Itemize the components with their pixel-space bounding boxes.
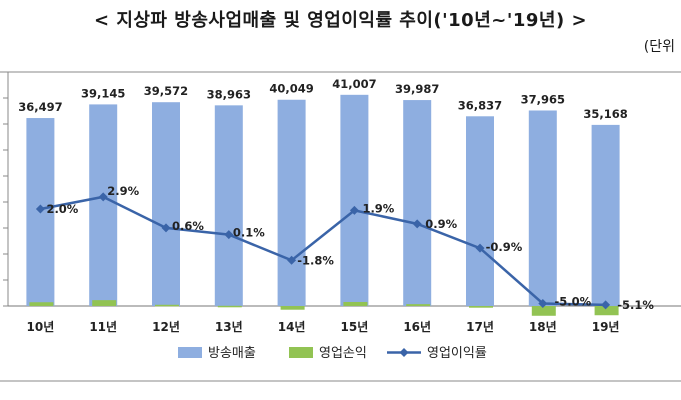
plot-frame (0, 71, 681, 382)
sales-label: 36,497 (18, 100, 62, 114)
legend-label-margin: 영업이익률 (427, 346, 487, 361)
margin-point (224, 230, 234, 240)
x-tick-label: 11년 (89, 320, 117, 334)
margin-label: 2.0% (46, 202, 78, 216)
sales-label: 38,963 (207, 87, 251, 101)
margin-label: 0.1% (233, 226, 265, 240)
sales-bar (591, 124, 620, 306)
legend-label-sales: 방송매출 (208, 346, 256, 361)
sales-label: 37,965 (521, 92, 565, 106)
sales-label: 35,168 (583, 107, 627, 121)
margin-label: -1.8% (297, 253, 334, 267)
x-tick-label: 10년 (27, 320, 55, 334)
profit-bar (29, 302, 54, 306)
x-ticks: 10년 11년 12년 13년 14년 15년 16년 17년 18년 19년 (27, 320, 620, 334)
margin-point (161, 223, 171, 233)
margin-label: 2.9% (107, 184, 139, 198)
unit-label: (단위 (643, 39, 675, 55)
margin-series-line (40, 195, 606, 307)
margin-point (475, 243, 485, 253)
profit-bar (406, 304, 431, 306)
x-tick-label: 19년 (592, 320, 620, 334)
profit-bar (531, 306, 556, 316)
profit-bar (280, 306, 305, 310)
legend-label-profit: 영업손익 (319, 346, 367, 361)
sales-bar (152, 102, 180, 307)
margin-label: 0.9% (425, 217, 457, 231)
chart-title: < 지상파 방송사업매출 및 영업이익률 추이('10년~'19년) > (93, 10, 588, 31)
sales-bar (340, 94, 369, 306)
x-tick-label: 15년 (341, 320, 369, 334)
sales-label: 39,572 (144, 84, 188, 98)
x-tick-label: 14년 (278, 320, 306, 334)
profit-bars (29, 300, 619, 316)
profit-bar (155, 304, 179, 307)
margin-point (412, 219, 422, 229)
sales-bar (214, 105, 243, 307)
margin-label: 1.9% (362, 201, 394, 215)
sales-label: 40,049 (269, 82, 313, 96)
margin-point (538, 299, 548, 308)
x-tick-label: 13년 (215, 320, 243, 334)
margin-label: -5.0% (554, 295, 591, 309)
legend: 방송매출 영업손익 영업이익률 (178, 346, 487, 361)
x-tick-label: 18년 (529, 320, 557, 334)
x-tick-label: 16년 (403, 320, 431, 334)
sales-bars (26, 94, 620, 307)
sales-label: 36,837 (458, 98, 502, 112)
margin-point (98, 192, 108, 202)
margin-point (349, 205, 359, 215)
margin-point (35, 204, 45, 214)
margin-line: 2.0% 2.9% 0.6% 0.1% -1.8% 1.9% 0.9% -0.9% -5.0% -… (35, 184, 654, 312)
sales-bar (89, 104, 118, 306)
sales-bar (277, 99, 306, 306)
profit-bar (343, 301, 368, 306)
legend-marker-margin (399, 348, 409, 357)
sales-label: 39,987 (395, 82, 439, 96)
margin-point (287, 255, 297, 265)
profit-bar (594, 306, 619, 316)
legend-swatch-profit (289, 347, 313, 358)
y-ticks (3, 71, 8, 307)
margin-label: -0.9% (486, 240, 523, 254)
sales-label: 41,007 (332, 77, 376, 91)
sales-bar (528, 110, 557, 306)
profit-bar (92, 300, 117, 306)
margin-point (601, 300, 611, 310)
profit-bar (469, 306, 493, 308)
x-tick-label: 17년 (466, 320, 494, 334)
sales-bar (466, 116, 494, 306)
profit-bar (217, 305, 242, 308)
sales-label: 39,145 (81, 86, 125, 100)
legend-swatch-sales (178, 347, 202, 358)
margin-label: -5.1% (617, 298, 654, 312)
sales-labels: 36,497 39,145 39,572 38,963 40,049 41,007 39,9… (18, 77, 628, 121)
margin-label: 0.6% (172, 219, 204, 233)
sales-bar (403, 100, 432, 306)
x-tick-label: 12년 (152, 320, 180, 334)
